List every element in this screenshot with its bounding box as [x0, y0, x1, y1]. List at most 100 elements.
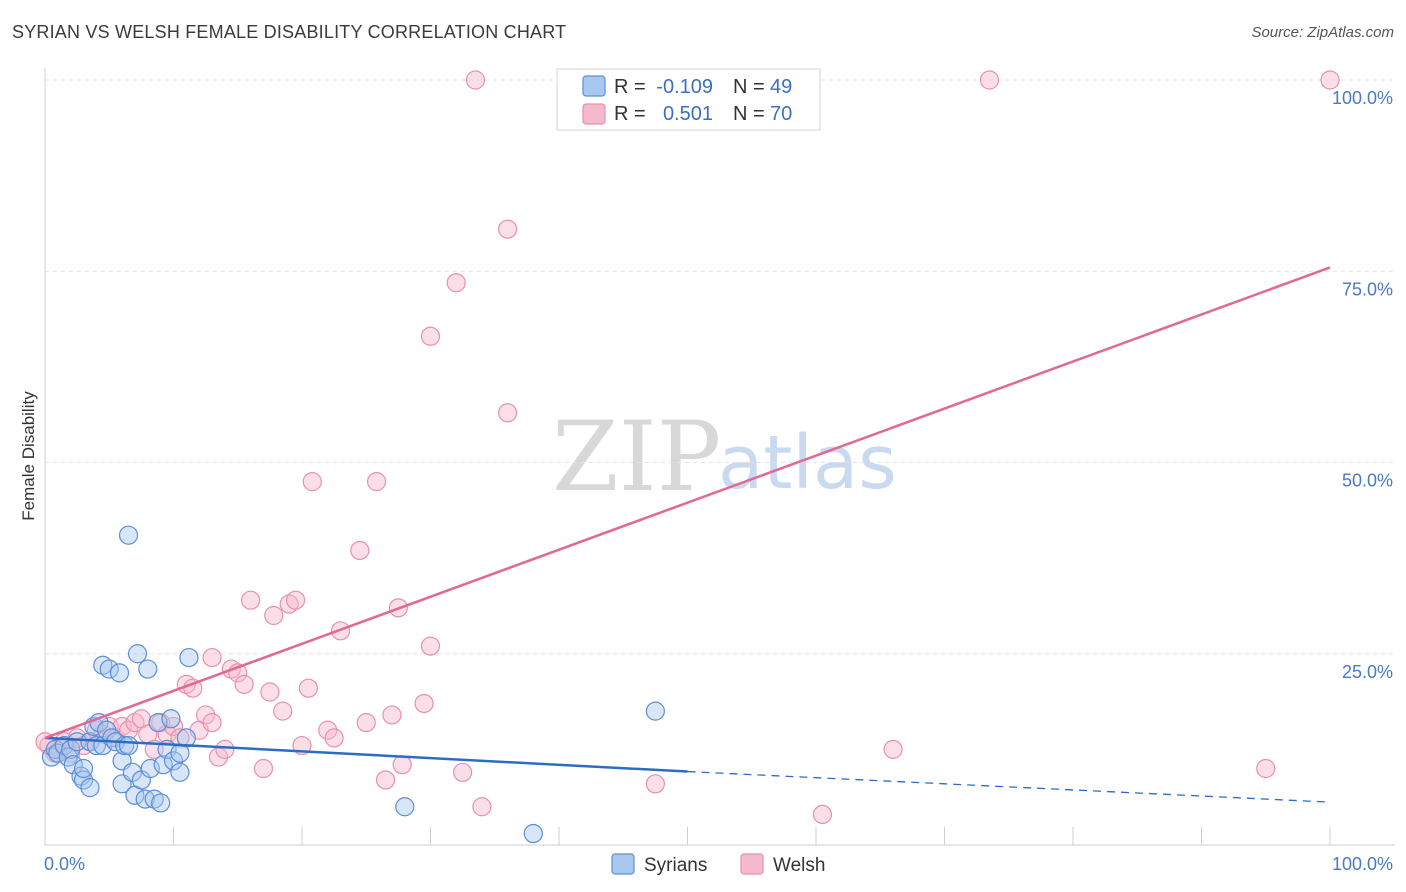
x-tick-label-1: 100.0% — [1332, 854, 1393, 874]
welsh-point-21 — [170, 728, 190, 748]
bottom-legend-swatch-syrians — [611, 853, 635, 875]
x-tick-label-0: 0.0% — [44, 854, 85, 874]
welsh-trend-line — [44, 266, 1331, 740]
axes — [44, 68, 1395, 846]
welsh-point-54 — [420, 636, 441, 656]
legend-r-label-welsh: R = — [614, 103, 646, 125]
syrian-trend-line — [44, 736, 688, 773]
welsh-point-67 — [1256, 758, 1276, 779]
syrian-point-2 — [48, 743, 68, 763]
syrian-point-34 — [140, 758, 160, 779]
legend-swatch-welsh — [582, 103, 606, 125]
syrian-point-22 — [109, 663, 130, 683]
welsh-point-47 — [356, 712, 376, 733]
series-legend: Syrians Welsh — [611, 853, 825, 876]
syrian-point-27 — [118, 735, 139, 756]
welsh-point-50 — [382, 705, 402, 725]
legend-r-value-welsh: 0.501 — [663, 103, 713, 125]
welsh-point-29 — [215, 739, 235, 759]
welsh-point-37 — [273, 701, 293, 721]
y-tick-labels: 25.0% 50.0% 75.0% 100.0% — [1332, 88, 1393, 682]
legend-n-label-syrians: N = — [733, 76, 765, 98]
welsh-point-34 — [253, 758, 274, 779]
y-tick-label-0: 25.0% — [1342, 662, 1393, 682]
syrian-point-19 — [99, 659, 119, 679]
syrian-point-38 — [153, 755, 173, 775]
legend-n-label-welsh: N = — [733, 103, 765, 125]
welsh-point-13 — [118, 720, 139, 740]
source-credit: Source: ZipAtlas.com — [1251, 24, 1394, 41]
y-tick-label-1: 50.0% — [1342, 471, 1393, 491]
welsh-point-27 — [202, 647, 222, 668]
welsh-point-53 — [414, 693, 434, 714]
syrian-point-11 — [80, 778, 100, 798]
correlation-legend: R = -0.109 N = 49 R = 0.501 N = 70 — [556, 68, 821, 131]
syrian-points — [41, 525, 665, 844]
y-tick-label-3: 100.0% — [1332, 88, 1393, 108]
welsh-point-58 — [465, 70, 486, 90]
bottom-legend-welsh: Welsh — [773, 855, 825, 876]
syrian-point-7 — [63, 755, 83, 775]
welsh-point-48 — [366, 472, 387, 492]
x-tick-labels: 0.0% 100.0% — [44, 854, 1393, 874]
welsh-point-46 — [350, 540, 370, 561]
bottom-legend-syrians: Syrians — [644, 855, 707, 876]
welsh-point-42 — [302, 472, 322, 492]
welsh-point-33 — [241, 590, 261, 610]
welsh-point-59 — [472, 797, 492, 817]
syrian-point-47 — [523, 823, 543, 844]
watermark-zip: ZIP — [552, 401, 721, 513]
welsh-points — [35, 70, 1340, 825]
welsh-point-64 — [812, 804, 833, 825]
watermark: ZIP atlas — [552, 401, 897, 513]
welsh-point-26 — [202, 712, 222, 733]
welsh-point-39 — [285, 590, 306, 610]
welsh-point-57 — [453, 762, 473, 782]
syrian-point-10 — [73, 758, 94, 779]
syrian-point-46 — [395, 797, 415, 817]
chart-title: SYRIAN VS WELSH FEMALE DISABILITY CORREL… — [12, 22, 567, 42]
syrian-point-42 — [170, 762, 190, 782]
syrian-point-44 — [176, 728, 196, 748]
syrian-point-48 — [645, 701, 665, 721]
gridlines — [45, 79, 1395, 655]
welsh-point-41 — [298, 678, 319, 698]
syrian-point-33 — [138, 659, 158, 679]
syrian-point-41 — [163, 751, 184, 771]
syrian-point-9 — [73, 770, 94, 790]
welsh-point-49 — [375, 770, 396, 790]
welsh-point-35 — [260, 682, 280, 702]
legend-n-value-syrians: 49 — [770, 76, 792, 98]
syrian-point-30 — [127, 644, 148, 664]
syrian-trend-extension — [687, 770, 1331, 803]
y-axis-label: Female Disability — [19, 391, 38, 521]
welsh-point-61 — [498, 403, 518, 423]
welsh-point-62 — [645, 774, 665, 794]
syrian-point-37 — [151, 793, 171, 813]
welsh-point-65 — [883, 739, 903, 759]
welsh-point-60 — [498, 219, 518, 239]
legend-r-label-syrians: R = — [614, 76, 646, 98]
trend-lines — [44, 266, 1331, 803]
welsh-point-55 — [420, 326, 441, 346]
bottom-legend-swatch-welsh — [740, 853, 764, 875]
legend-n-value-welsh: 70 — [770, 103, 792, 125]
welsh-point-66 — [979, 70, 1000, 90]
welsh-point-44 — [324, 728, 344, 748]
legend-r-value-syrians: -0.109 — [656, 76, 713, 98]
syrian-point-36 — [148, 712, 168, 733]
y-tick-label-2: 75.0% — [1342, 279, 1393, 299]
welsh-point-56 — [446, 273, 466, 293]
legend-swatch-syrians — [582, 75, 606, 97]
welsh-point-68 — [1320, 70, 1340, 90]
welsh-point-36 — [264, 605, 284, 626]
welsh-point-43 — [318, 720, 338, 740]
syrian-point-40 — [161, 709, 181, 729]
welsh-point-52 — [392, 755, 412, 775]
welsh-point-32 — [234, 674, 254, 694]
welsh-point-20 — [163, 716, 184, 737]
syrian-point-26 — [118, 525, 139, 545]
welsh-point-25 — [196, 705, 216, 725]
syrian-point-45 — [179, 647, 199, 668]
